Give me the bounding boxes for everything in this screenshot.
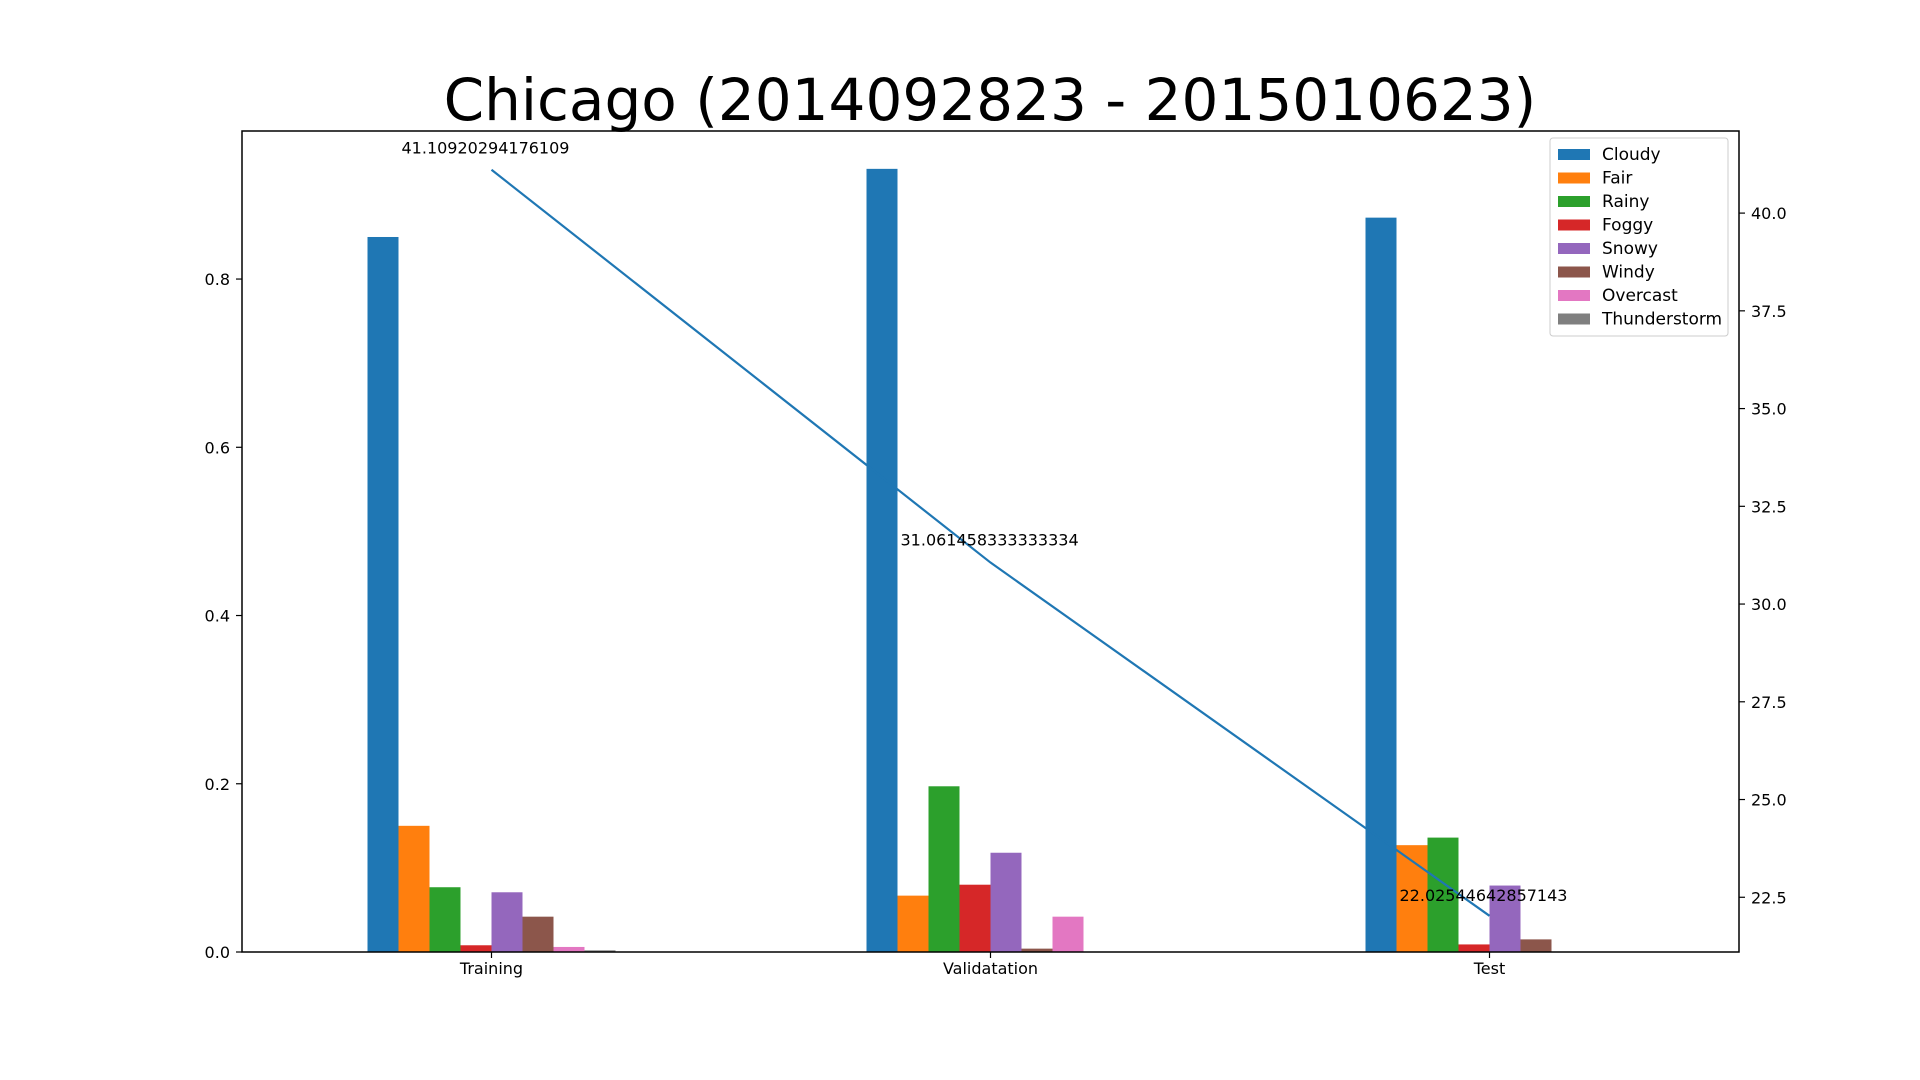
- legend-label-windy: Windy: [1602, 263, 1655, 283]
- right-tick-label: 25.0: [1751, 791, 1787, 810]
- legend-box: [1549, 137, 1729, 337]
- legend-swatch-snowy: [1558, 243, 1590, 254]
- bar-fair-training: [398, 825, 430, 952]
- bar-rainy-test: [1427, 837, 1459, 952]
- bar-foggy-validatation: [959, 884, 991, 952]
- left-tick-label: 0.2: [205, 775, 230, 794]
- bar-group: [367, 168, 1552, 953]
- bar-foggy-test: [1458, 944, 1490, 952]
- right-tick-label: 37.5: [1751, 302, 1787, 321]
- bar-fair-validatation: [897, 895, 929, 952]
- legend-swatch-fair: [1558, 172, 1590, 184]
- bar-windy-training: [522, 916, 554, 952]
- bar-windy-validatation: [1021, 948, 1053, 952]
- right-tick-label: 22.5: [1751, 888, 1787, 907]
- right-tick-label: 30.0: [1751, 595, 1787, 614]
- legend-label-cloudy: Cloudy: [1602, 145, 1661, 165]
- right-tick-label: 32.5: [1751, 497, 1787, 516]
- legend-label-fair: Fair: [1602, 169, 1632, 189]
- right-tick-label: 40.0: [1751, 204, 1787, 223]
- bar-cloudy-training: [367, 236, 399, 953]
- left-tick-label: 0.4: [205, 607, 230, 626]
- legend-swatch-overcast: [1558, 290, 1590, 301]
- x-tick-label: Training: [459, 959, 523, 978]
- legend-swatch-windy: [1558, 266, 1590, 278]
- legend-swatch-foggy: [1558, 219, 1590, 231]
- bar-rainy-training: [429, 887, 461, 952]
- bar-cloudy-test: [1365, 217, 1397, 952]
- left-axis: 0.0 0.2 0.4 0.6 0.8: [205, 270, 242, 962]
- plot-frame: [241, 130, 1740, 953]
- line-annotation: 31.061458333333334: [901, 531, 1079, 550]
- x-tick-label: Test: [1473, 959, 1506, 978]
- bar-overcast-validatation: [1052, 916, 1084, 952]
- legend-swatch-thunderstorm: [1558, 313, 1590, 325]
- bar-fair-test: [1396, 845, 1428, 952]
- bar-snowy-test: [1489, 885, 1521, 952]
- legend-label-snowy: Snowy: [1602, 239, 1658, 259]
- temperature-line: [490, 168, 1491, 917]
- x-tick-label: Validatation: [943, 959, 1038, 978]
- legend-label-overcast: Overcast: [1602, 286, 1678, 306]
- bar-windy-test: [1520, 939, 1552, 952]
- right-tick-label: 27.5: [1751, 693, 1787, 712]
- bar-thunderstorm-training: [584, 950, 616, 952]
- legend-swatch-rainy: [1558, 196, 1590, 207]
- legend-label-foggy: Foggy: [1602, 216, 1653, 236]
- left-tick-label: 0.6: [205, 438, 230, 457]
- legend-label-rainy: Rainy: [1602, 192, 1649, 212]
- legend-label-thunderstorm: Thunderstorm: [1601, 310, 1722, 330]
- bar-rainy-validatation: [928, 786, 960, 952]
- chart-title: Chicago (2014092823 - 2015010623): [444, 66, 1537, 134]
- line-layer: 41.10920294176109 31.061458333333334 22.02…: [402, 139, 1568, 917]
- bar-overcast-training: [553, 946, 585, 952]
- bar-cloudy-validatation: [866, 168, 898, 952]
- left-tick-label: 0.8: [205, 270, 230, 289]
- left-tick-label: 0.0: [205, 943, 230, 962]
- line-annotation: 41.10920294176109: [402, 139, 570, 158]
- x-axis: Training Validatation Test: [459, 952, 1505, 978]
- right-tick-label: 35.0: [1751, 400, 1787, 419]
- legend: Cloudy Fair Rainy Foggy Snowy Windy Overcast Th…: [1549, 137, 1729, 337]
- legend-swatch-cloudy: [1558, 149, 1590, 160]
- right-axis: 22.5 25.0 27.5 30.0 32.5 35.0 37.5 40.0: [1739, 204, 1787, 907]
- bar-snowy-validatation: [990, 852, 1022, 952]
- bar-foggy-training: [460, 945, 492, 952]
- bar-snowy-training: [491, 892, 523, 952]
- line-annotation: 22.02544642857143: [1400, 886, 1568, 905]
